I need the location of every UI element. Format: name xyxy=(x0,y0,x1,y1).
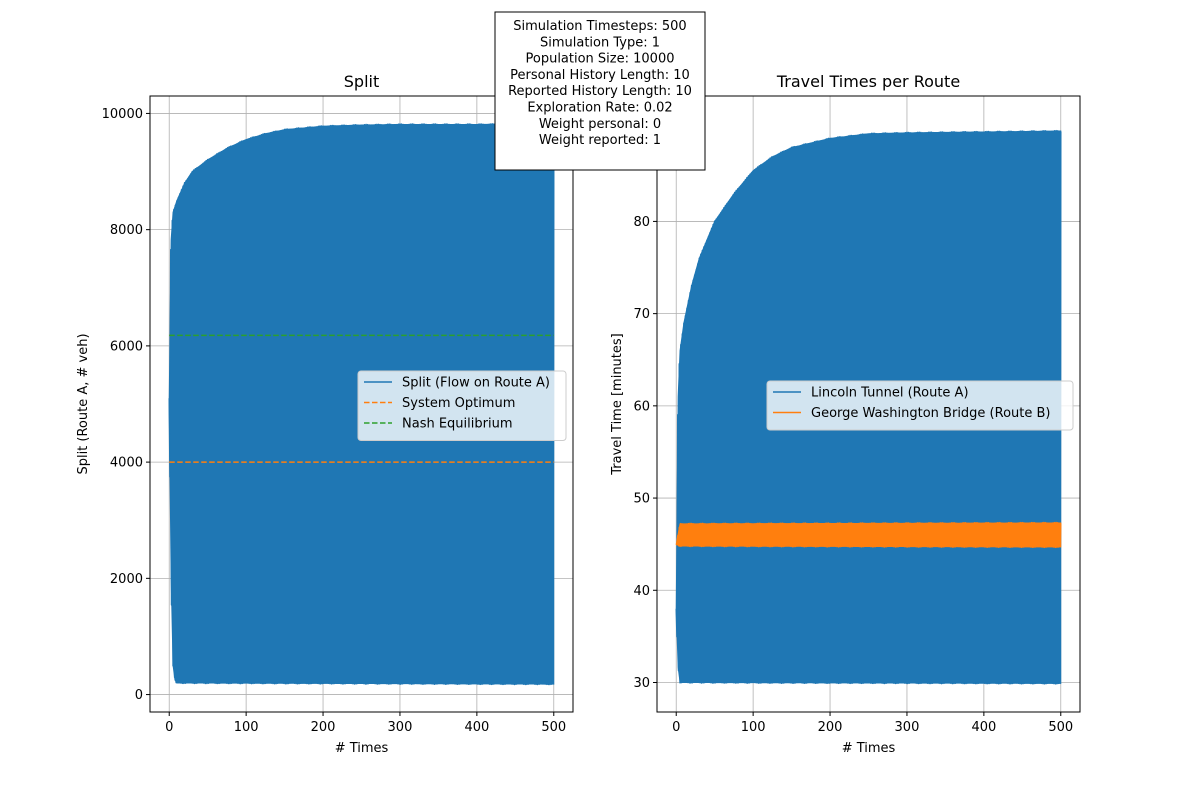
y-tick-label: 40 xyxy=(633,584,650,599)
info-line: Weight reported: 1 xyxy=(539,133,661,148)
info-line: Population Size: 10000 xyxy=(526,52,675,67)
travel-times-y-ticks: 30 40 50 60 70 80 xyxy=(633,215,657,691)
legend-label: Nash Equilibrium xyxy=(402,417,513,432)
split-legend: Split (Flow on Route A) System Optimum Nas… xyxy=(357,370,567,441)
info-line: Reported History Length: 10 xyxy=(508,84,692,99)
legend-box xyxy=(766,380,1074,431)
legend-box xyxy=(357,370,567,441)
y-tick-label: 2000 xyxy=(110,572,143,587)
legend-label: George Washington Bridge (Route B) xyxy=(811,406,1051,421)
y-tick-label: 30 xyxy=(633,676,650,691)
simulation-parameters-box: Simulation Timesteps: 500 Simulation Typ… xyxy=(494,11,706,171)
travel-times-chart: 0 100 200 300 400 500 30 40 50 60 70 80 Travel Tim… xyxy=(610,72,1081,756)
y-tick-label: 50 xyxy=(633,492,650,507)
x-tick-label: 100 xyxy=(741,720,766,735)
info-line: Personal History Length: 10 xyxy=(510,68,690,83)
x-tick-label: 400 xyxy=(971,720,996,735)
gw-bridge-series-line-band xyxy=(675,522,1062,548)
split-x-ticks: 0 100 200 300 400 500 xyxy=(165,712,566,735)
x-tick-label: 0 xyxy=(672,720,680,735)
info-line: Simulation Type: 1 xyxy=(540,35,660,50)
travel-times-title: Travel Times per Route xyxy=(776,72,960,91)
x-tick-label: 400 xyxy=(464,720,489,735)
info-line: Weight personal: 0 xyxy=(539,117,661,132)
split-y-axis-label: Split (Route A, # veh) xyxy=(76,333,91,474)
y-tick-label: 6000 xyxy=(110,339,143,354)
x-tick-label: 100 xyxy=(234,720,259,735)
y-tick-label: 80 xyxy=(633,215,650,230)
x-tick-label: 300 xyxy=(895,720,920,735)
x-tick-label: 200 xyxy=(818,720,843,735)
travel-times-legend: Lincoln Tunnel (Route A) George Washingto… xyxy=(766,380,1074,431)
travel-times-x-ticks: 0 100 200 300 400 500 xyxy=(672,712,1073,735)
split-chart: 0 100 200 300 400 500 0200040006000800010000 … xyxy=(76,72,574,756)
split-y-ticks: 0 2000 4000 6000 8000 10000 xyxy=(102,107,150,703)
y-tick-label: 4000 xyxy=(110,456,143,471)
legend-label: System Optimum xyxy=(402,396,515,411)
travel-times-y-axis-label: Travel Time [minutes] xyxy=(610,333,625,476)
x-tick-label: 0 xyxy=(165,720,173,735)
y-tick-label: 8000 xyxy=(110,223,143,238)
split-x-axis-label: # Times xyxy=(335,741,389,756)
info-line: Simulation Timesteps: 500 xyxy=(513,19,686,34)
y-tick-label: 60 xyxy=(633,399,650,414)
split-plot-frame xyxy=(149,95,574,713)
travel-times-x-axis-label: # Times xyxy=(842,741,896,756)
y-tick-label: 10000 xyxy=(102,107,143,122)
split-title: Split xyxy=(344,72,379,91)
y-tick-label: 0 xyxy=(135,688,143,703)
split-reference-lines xyxy=(169,334,554,463)
x-tick-label: 200 xyxy=(311,720,336,735)
x-tick-label: 500 xyxy=(541,720,566,735)
travel-times-plot-frame xyxy=(656,95,1081,713)
legend-label: Lincoln Tunnel (Route A) xyxy=(811,386,969,401)
info-box-frame xyxy=(494,11,706,171)
legend-label: Split (Flow on Route A) xyxy=(402,376,550,391)
info-line: Exploration Rate: 0.02 xyxy=(527,101,672,116)
x-tick-label: 500 xyxy=(1048,720,1073,735)
x-tick-label: 300 xyxy=(388,720,413,735)
y-tick-label: 70 xyxy=(633,307,650,322)
